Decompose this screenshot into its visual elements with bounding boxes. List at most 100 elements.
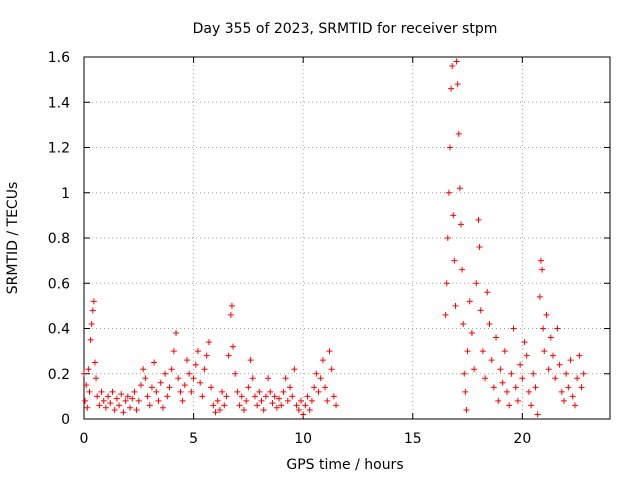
chart-title: Day 355 of 2023, SRMTID for receiver stp…	[193, 21, 498, 37]
x-tick-label: 5	[189, 431, 198, 447]
data-point	[256, 388, 263, 395]
data-point	[96, 402, 103, 409]
data-point	[519, 375, 526, 382]
data-point	[510, 325, 517, 332]
data-point	[547, 334, 554, 341]
data-point	[133, 406, 140, 413]
data-point	[197, 379, 204, 386]
data-point	[444, 235, 451, 241]
data-point	[181, 382, 188, 389]
y-tick-label: 1.6	[48, 50, 70, 66]
data-point	[452, 302, 459, 309]
data-point	[578, 384, 585, 391]
data-point	[129, 395, 136, 402]
data-point	[153, 388, 160, 395]
data-point	[251, 393, 258, 400]
data-point	[102, 404, 109, 411]
data-point	[514, 397, 521, 404]
data-point	[313, 370, 320, 377]
data-point	[84, 404, 91, 411]
data-point	[324, 397, 331, 404]
data-point	[88, 320, 95, 327]
data-point	[142, 375, 149, 382]
data-point	[574, 375, 581, 382]
data-point	[243, 397, 250, 404]
data-point	[297, 397, 304, 404]
data-point	[177, 388, 184, 395]
data-point	[541, 348, 548, 355]
y-tick-labels: 0 0.2 0.4 0.6 0.8 1 1.2 1.4 1.6	[48, 50, 70, 428]
data-point	[232, 370, 239, 377]
grid-lines	[84, 57, 610, 419]
data-point	[289, 393, 296, 400]
data-point	[477, 307, 484, 314]
data-point	[308, 397, 315, 404]
axis-ticks	[83, 56, 610, 420]
data-point	[205, 339, 212, 346]
data-point	[460, 320, 467, 327]
data-point	[558, 388, 565, 395]
data-point	[269, 400, 276, 407]
data-point	[484, 289, 491, 296]
data-point	[219, 388, 226, 395]
data-point	[488, 357, 495, 364]
data-point	[304, 393, 311, 400]
data-point	[214, 397, 221, 404]
data-point	[536, 293, 543, 300]
data-point	[571, 402, 578, 409]
data-point	[260, 406, 267, 413]
data-point	[245, 384, 252, 391]
data-point	[302, 402, 309, 409]
x-axis-label: GPS time / hours	[286, 457, 403, 473]
data-point	[567, 357, 574, 364]
data-point	[186, 370, 193, 377]
data-point	[534, 411, 541, 418]
data-point	[159, 404, 166, 411]
data-point	[87, 336, 94, 343]
data-point	[280, 388, 287, 395]
data-point	[120, 409, 127, 416]
y-tick-label: 0.8	[48, 231, 70, 247]
data-point	[449, 63, 456, 70]
data-point	[184, 357, 191, 364]
data-point	[144, 393, 151, 400]
data-point	[151, 359, 158, 366]
data-point	[179, 397, 186, 404]
data-point	[230, 343, 237, 350]
data-point	[113, 395, 120, 402]
data-point	[212, 409, 219, 416]
data-point	[188, 388, 195, 395]
data-point	[82, 397, 89, 404]
data-point	[83, 382, 90, 389]
data-point	[517, 361, 524, 368]
data-point	[105, 393, 112, 400]
data-point	[86, 388, 93, 395]
data-point	[262, 393, 269, 400]
data-point	[580, 370, 587, 377]
data-point	[540, 325, 547, 332]
data-point	[479, 348, 486, 355]
data-point	[221, 402, 228, 409]
data-point	[457, 221, 464, 228]
data-point	[565, 384, 572, 391]
data-point	[282, 375, 289, 382]
data-point	[137, 382, 144, 389]
data-point	[537, 257, 544, 264]
data-point	[199, 393, 206, 400]
data-point	[554, 325, 561, 332]
data-point	[448, 85, 455, 92]
data-point	[463, 406, 470, 413]
data-point	[464, 348, 471, 355]
data-point	[569, 393, 576, 400]
data-point	[258, 397, 265, 404]
data-point	[539, 266, 546, 273]
data-point	[90, 298, 97, 305]
data-point	[530, 370, 537, 377]
y-tick-label: 1.4	[48, 95, 70, 111]
data-point	[254, 402, 261, 409]
data-point	[135, 397, 142, 404]
data-point	[454, 81, 461, 88]
data-point	[506, 402, 513, 409]
data-point	[486, 320, 493, 327]
